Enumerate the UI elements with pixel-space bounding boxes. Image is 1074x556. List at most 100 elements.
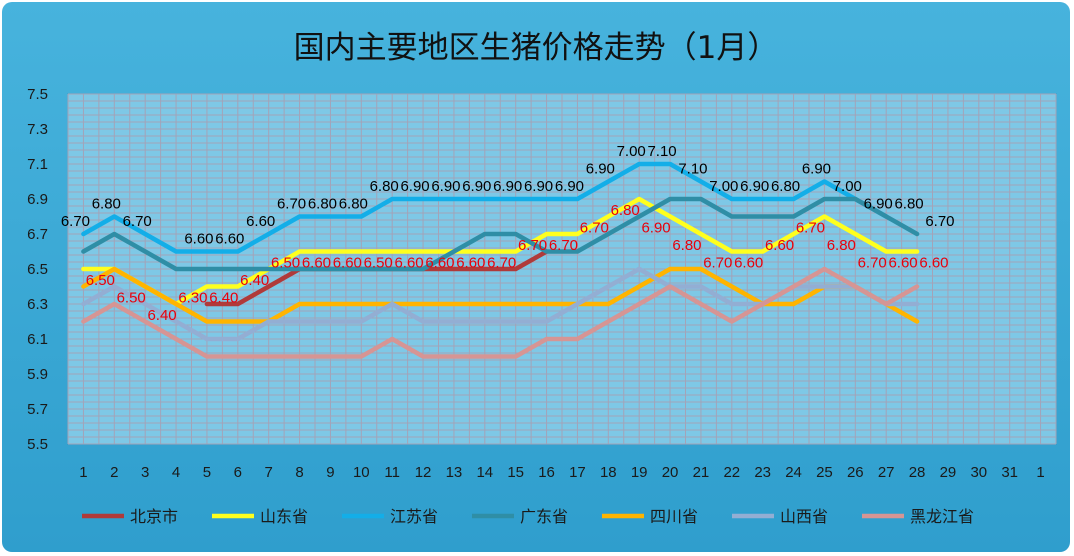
x-tick-label: 16 — [538, 464, 555, 481]
series-line — [81, 266, 920, 324]
data-label: 6.70 — [549, 237, 578, 254]
x-tick-label: 25 — [816, 464, 833, 481]
series-line — [81, 196, 920, 307]
data-label: 6.80 — [308, 196, 337, 213]
x-tick-label: 9 — [326, 464, 334, 481]
data-label: 6.40 — [209, 290, 238, 307]
data-label: 6.70 — [703, 255, 732, 272]
data-label: 6.60 — [734, 255, 763, 272]
x-tick-label: 20 — [662, 464, 679, 481]
data-label: 6.90 — [740, 178, 769, 195]
x-tick-label: 1 — [1036, 464, 1044, 481]
y-tick-label: 6.5 — [27, 261, 48, 278]
x-tick-label: 18 — [600, 464, 617, 481]
legend-label: 四川省 — [650, 507, 698, 526]
series-line — [81, 161, 889, 254]
data-label: 6.90 — [555, 178, 584, 195]
data-label: 6.60 — [302, 255, 331, 272]
data-label: 6.90 — [586, 161, 615, 178]
data-label: 6.70 — [61, 213, 90, 230]
data-label: 6.80 — [339, 196, 368, 213]
data-label: 6.70 — [925, 213, 954, 230]
x-tick-label: 7 — [265, 464, 273, 481]
y-tick-label: 7.5 — [27, 86, 48, 103]
legend-label: 山西省 — [780, 507, 828, 526]
data-label: 6.70 — [277, 196, 306, 213]
x-tick-label: 11 — [384, 464, 400, 481]
x-tick-label: 1 — [79, 464, 87, 481]
x-tick-label: 28 — [909, 464, 926, 481]
data-label: 6.90 — [462, 178, 491, 195]
data-label: 7.00 — [833, 178, 862, 195]
x-tick-label: 27 — [878, 464, 895, 481]
data-labels: 6.706.806.706.60 6.606.606.70 6.80 6.806.80… — [61, 143, 955, 324]
data-label: 6.70 — [580, 220, 609, 237]
x-tick-label: 3 — [141, 464, 149, 481]
y-tick-label: 6.9 — [27, 191, 48, 208]
chart-title: 国内主要地区生猪价格走势（1月） — [294, 30, 779, 66]
data-label: 6.60 — [919, 255, 948, 272]
data-label: 6.90 — [400, 178, 429, 195]
x-tick-label: 23 — [754, 464, 771, 481]
data-label: 6.50 — [271, 255, 300, 272]
data-label: 6.60 — [425, 255, 454, 272]
y-tick-label: 5.7 — [27, 401, 48, 418]
data-label: 6.60 — [765, 237, 794, 254]
x-axis-ticks: 1 2 3 4 5 6 7 8 9 10 11 12 13 14 15 16 17 18 19 20 21 22 23 24 2… — [79, 464, 1044, 481]
x-tick-label: 22 — [723, 464, 740, 481]
x-tick-label: 30 — [970, 464, 987, 481]
y-tick-label: 5.5 — [27, 436, 48, 453]
data-label: 6.50 — [117, 290, 146, 307]
y-axis-ticks: 5.5 5.7 5.9 6.1 6.3 6.5 6.7 6.9 7.1 7.3 7.5 — [27, 86, 48, 453]
x-tick-label: 29 — [940, 464, 957, 481]
legend: 北京市 山东省 江苏省 广东省 四川省 山西省 黑龙江省 — [82, 507, 974, 526]
x-tick-label: 17 — [569, 464, 586, 481]
data-label: 6.80 — [370, 178, 399, 195]
data-label: 6.60 — [246, 213, 275, 230]
x-tick-label: 6 — [234, 464, 242, 481]
data-label: 6.80 — [894, 196, 923, 213]
x-tick-label: 2 — [110, 464, 118, 481]
data-label: 6.70 — [123, 213, 152, 230]
x-tick-label: 15 — [507, 464, 524, 481]
data-label: 6.60 — [333, 255, 362, 272]
data-label: 6.70 — [796, 220, 825, 237]
series-lines — [81, 161, 920, 359]
data-label: 6.60 — [215, 231, 244, 248]
x-tick-label: 4 — [172, 464, 180, 481]
data-label: 6.80 — [92, 196, 121, 213]
data-label: 6.30 — [178, 290, 207, 307]
legend-label: 山东省 — [260, 507, 308, 526]
y-tick-label: 6.1 — [27, 331, 48, 348]
x-tick-label: 5 — [203, 464, 211, 481]
data-label: 6.90 — [802, 161, 831, 178]
x-tick-label: 19 — [631, 464, 648, 481]
x-tick-label: 31 — [1001, 464, 1018, 481]
x-tick-label: 8 — [295, 464, 303, 481]
data-label: 6.90 — [493, 178, 522, 195]
y-tick-label: 7.3 — [27, 121, 48, 138]
x-tick-label: 10 — [353, 464, 370, 481]
data-label: 6.80 — [771, 178, 800, 195]
data-label: 6.70 — [518, 237, 547, 254]
data-label: 6.90 — [524, 178, 553, 195]
x-tick-label: 24 — [785, 464, 802, 481]
y-tick-label: 6.7 — [27, 226, 48, 243]
data-label: 7.00 — [617, 143, 646, 160]
data-label: 6.40 — [147, 307, 176, 324]
legend-label: 北京市 — [130, 507, 178, 526]
legend-label: 广东省 — [520, 507, 568, 526]
data-label: 6.50 — [86, 272, 115, 289]
data-label: 7.10 — [678, 161, 707, 178]
data-label: 6.60 — [394, 255, 423, 272]
x-tick-label: 21 — [693, 464, 710, 481]
data-label: 6.60 — [456, 255, 485, 272]
data-label: 6.90 — [641, 220, 670, 237]
y-tick-label: 7.1 — [27, 156, 48, 173]
legend-label: 黑龙江省 — [910, 507, 974, 526]
data-label: 6.60 — [184, 231, 213, 248]
data-label: 6.50 — [364, 255, 393, 272]
data-label: 6.90 — [431, 178, 460, 195]
